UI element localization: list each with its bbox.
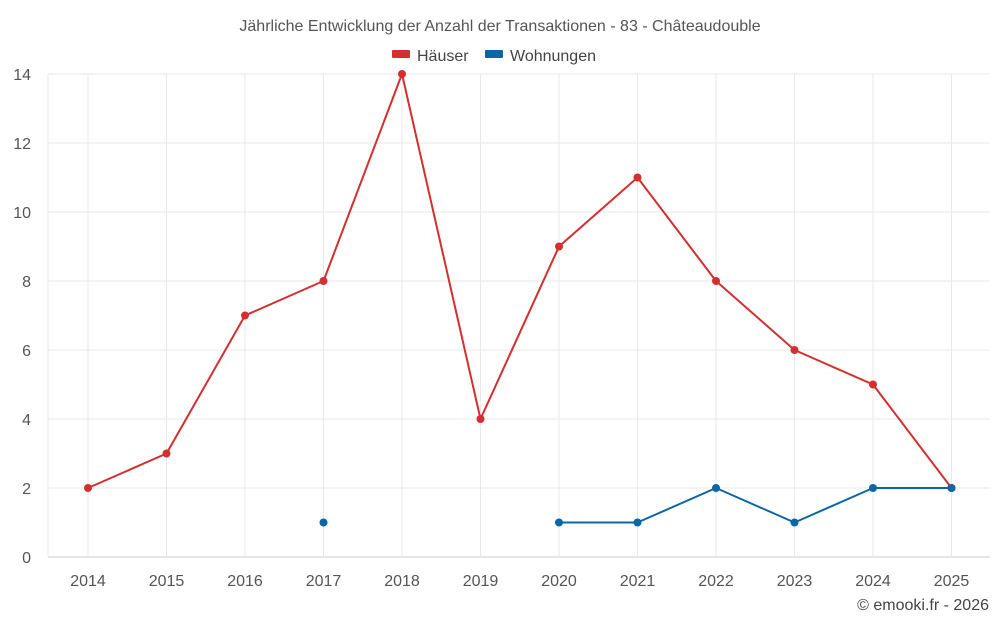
x-tick-label: 2021 [620, 573, 656, 590]
series-line-1 [559, 487, 952, 524]
y-axis-ticks: 0 2 4 6 8 10 12 14 [13, 67, 31, 567]
legend-swatch-wohnungen [485, 50, 503, 58]
data-point-hauser-2018[interactable] [398, 70, 406, 78]
data-point-hauser-2023[interactable] [790, 346, 799, 354]
y-tick-label: 2 [22, 481, 31, 498]
x-axis-ticks: 2014 2015 2016 2017 2018 2019 2020 2021 2022 2023… [70, 573, 969, 590]
x-tick-label: 2014 [70, 573, 106, 590]
x-tick-label: 2015 [149, 573, 185, 590]
chart-title: Jährliche Entwicklung der Anzahl der Tra… [239, 18, 760, 35]
legend: Häuser Wohnungen [392, 48, 596, 65]
data-point-hauser-2022[interactable] [712, 277, 720, 285]
credit-text: © emooki.fr - 2026 [857, 597, 989, 614]
y-tick-label: 12 [13, 136, 31, 153]
data-point-hauser-2014[interactable] [84, 484, 92, 492]
x-tick-label: 2023 [777, 573, 813, 590]
x-tick-label: 2020 [541, 573, 577, 590]
y-tick-label: 14 [13, 67, 31, 84]
data-point-hauser-2019[interactable] [476, 415, 485, 423]
series-lines [87, 73, 953, 524]
x-tick-label: 2025 [934, 573, 970, 590]
y-tick-label: 6 [22, 343, 31, 360]
grid [47, 73, 990, 558]
data-point-hauser-2021[interactable] [633, 173, 642, 182]
x-tick-label: 2016 [227, 573, 263, 590]
data-point-wohnungen-2017[interactable] [319, 518, 328, 527]
x-tick-label: 2017 [306, 573, 342, 590]
data-point-wohnungen-2025[interactable] [947, 484, 956, 492]
data-point-hauser-2024[interactable] [869, 380, 877, 389]
legend-label-wohnungen[interactable]: Wohnungen [510, 48, 596, 65]
legend-swatch-hauser [392, 50, 410, 58]
y-tick-label: 10 [13, 205, 31, 222]
series-points [84, 70, 956, 527]
y-tick-label: 4 [22, 412, 31, 429]
data-point-wohnungen-2020[interactable] [555, 518, 563, 527]
data-point-wohnungen-2021[interactable] [633, 518, 642, 527]
data-point-hauser-2016[interactable] [241, 311, 249, 320]
x-tick-label: 2018 [384, 573, 420, 590]
data-point-wohnungen-2024[interactable] [869, 484, 877, 492]
x-tick-label: 2022 [698, 573, 734, 590]
legend-label-hauser[interactable]: Häuser [417, 48, 469, 65]
data-point-hauser-2015[interactable] [162, 449, 171, 458]
y-tick-label: 8 [22, 274, 31, 291]
x-tick-label: 2019 [463, 573, 499, 590]
data-point-wohnungen-2022[interactable] [712, 484, 720, 492]
data-point-hauser-2020[interactable] [555, 242, 563, 251]
data-point-wohnungen-2023[interactable] [790, 518, 799, 527]
x-tick-label: 2024 [855, 573, 891, 590]
y-tick-label: 0 [22, 550, 31, 567]
data-point-hauser-2017[interactable] [319, 277, 328, 285]
series-line-0 [87, 73, 953, 489]
